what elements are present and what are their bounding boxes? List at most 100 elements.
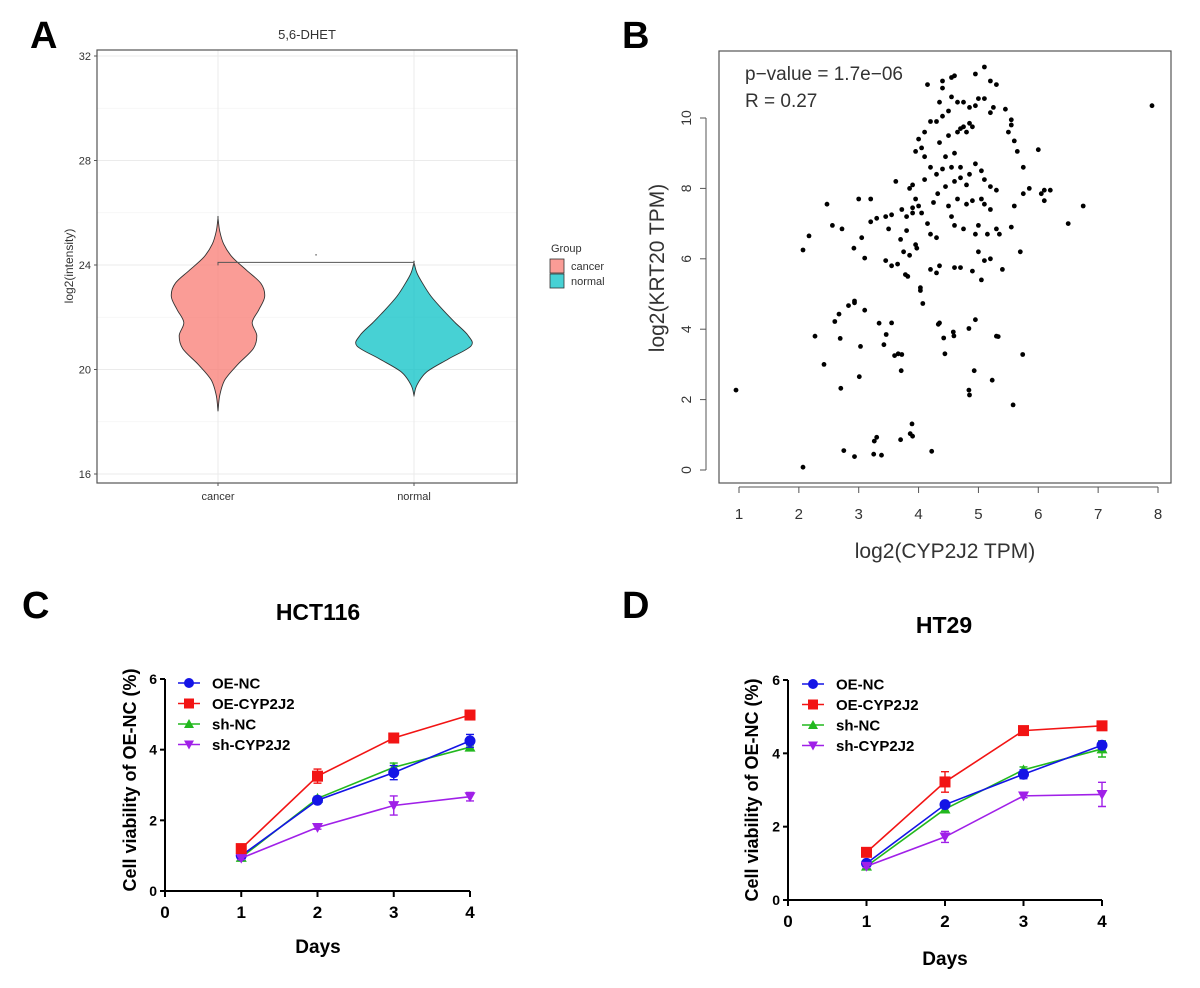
x-tick-label: 0 [783, 912, 792, 931]
y-tick-label: 2 [772, 819, 780, 835]
violins [170, 215, 473, 412]
scatter-point [1026, 186, 1032, 191]
legend-item-OE-CYP2J2: OE-CYP2J2 [178, 696, 295, 713]
x-tick-label: 3 [1019, 912, 1028, 931]
line-chart-ht29: HT29 Cell viability of OE-NC (%) Days 0 2… [742, 612, 1108, 970]
scatter-point [934, 119, 939, 124]
series-sh-NC [235, 741, 476, 862]
scatter-point [846, 303, 851, 308]
x-tick-label: 4 [1097, 912, 1107, 931]
scatter-point [952, 179, 957, 184]
y-tick-label: 10 [678, 110, 694, 126]
scatter-point [961, 226, 966, 232]
violin-cancer [170, 215, 266, 412]
scatter-point [1041, 187, 1047, 193]
scatter-point [910, 182, 915, 188]
scatter-point [966, 326, 972, 331]
violin-chart: 5,6-DHET . 16 20 24 28 32 cancer normal log2(… [62, 27, 605, 503]
scatter-point [806, 233, 812, 239]
data-point [939, 776, 951, 788]
scatter-point [940, 113, 945, 119]
legend-label: sh-NC [212, 717, 256, 734]
bracket-line [217, 261, 415, 266]
x-tick-label: 2 [795, 506, 803, 523]
legend-label: cancer [571, 261, 604, 273]
scatter-point [821, 362, 827, 367]
y-tick-label: 24 [79, 260, 91, 272]
panel-letter-b: B [622, 15, 649, 57]
scatter-point [982, 258, 987, 263]
scatter-point [979, 196, 984, 202]
scatter-point [883, 332, 889, 337]
scatter-point [852, 454, 857, 459]
scatter-point [973, 103, 978, 109]
p-value-annotation: p−value = 1.7e−06 [745, 64, 903, 85]
scatter-point [925, 82, 930, 87]
data-point [1018, 791, 1029, 802]
scatter-point [1008, 117, 1014, 123]
scatter-point [852, 298, 857, 304]
points [733, 64, 1155, 470]
scatter-point [937, 263, 942, 269]
legend-item-sh-CYP2J2: sh-CYP2J2 [802, 738, 914, 755]
scatter-point [832, 319, 838, 324]
r-annotation: R = 0.27 [745, 91, 817, 112]
y-axis-label: log2(intensity) [62, 229, 76, 304]
legend-label: OE-CYP2J2 [212, 696, 295, 713]
y-tick-label: 28 [79, 156, 91, 168]
scatter-point [1008, 122, 1014, 128]
scatter-point [937, 320, 942, 326]
scatter-point [964, 182, 969, 188]
scatter-point [952, 150, 957, 156]
legend-item-sh-NC: sh-NC [802, 718, 880, 735]
scatter-point [879, 452, 884, 458]
scatter-point [899, 207, 905, 212]
scatter-point [940, 166, 945, 172]
series-line [866, 744, 1103, 864]
scatter-point [946, 133, 951, 139]
data-point [312, 794, 323, 806]
series-line [240, 714, 471, 850]
series-line [865, 725, 1103, 853]
legend-marker [808, 679, 818, 689]
y-tick-label: 8 [678, 184, 694, 192]
scatter-point [994, 333, 999, 339]
scatter-point [941, 335, 947, 341]
x-tick-label: 8 [1154, 506, 1162, 523]
scatter-point [895, 351, 901, 357]
scatter-point [898, 437, 903, 443]
scatter-point [922, 177, 927, 183]
y-tick-label: 6 [149, 671, 157, 687]
y-axis-label: Cell viability of OE-NC (%) [120, 668, 140, 891]
scatter-point [931, 200, 936, 205]
scatter-point [955, 99, 960, 105]
scatter-point [733, 387, 739, 393]
scatter-point [961, 99, 966, 105]
legend: OE-NC OE-CYP2J2 sh-NC sh-CYP2J2 [802, 677, 919, 755]
x-axis-label: Days [295, 937, 340, 958]
series-line [240, 795, 471, 859]
scatter-point [940, 78, 945, 84]
series-line [240, 740, 471, 857]
scatter-point [868, 196, 874, 202]
data-point [388, 732, 400, 744]
scatter-point [994, 226, 999, 232]
legend: OE-NC OE-CYP2J2 sh-NC sh-CYP2J2 [178, 676, 295, 754]
y-tick-label: 6 [772, 672, 780, 688]
y-axis-label: log2(KRT20 TPM) [646, 184, 669, 352]
x-tick-label: 4 [914, 506, 922, 523]
scatter-point [973, 161, 978, 167]
legend-item-OE-NC: OE-NC [802, 677, 885, 694]
y-tick-label: 0 [678, 466, 694, 474]
violin-normal [355, 260, 473, 398]
scatter-point [901, 249, 906, 255]
series-line [866, 793, 1103, 868]
scatter-point [949, 214, 954, 220]
scatter-point [961, 124, 966, 130]
legend-swatch-cancer [549, 258, 565, 274]
y-tick-label: 4 [772, 745, 780, 761]
scatter-point [1014, 149, 1020, 154]
scatter-point [914, 245, 920, 251]
scatter-point [928, 231, 933, 237]
